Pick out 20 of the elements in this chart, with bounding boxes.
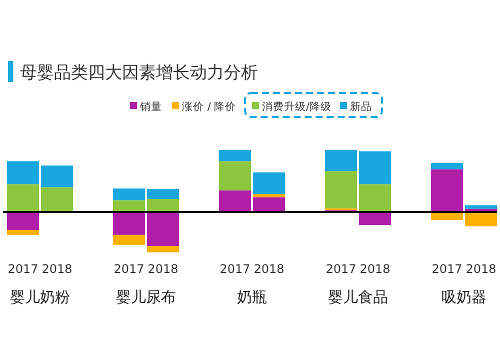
text: 婴儿奶粉 bbox=[10, 288, 70, 306]
x-tick-label: 2018 bbox=[148, 262, 178, 276]
chart-title: 母婴品类四大因素增长动力分析 bbox=[20, 63, 258, 83]
legend-label: 新品 bbox=[350, 100, 372, 113]
x-tick-label: 2017 bbox=[220, 262, 250, 276]
legend-label: 消费升级/降级 bbox=[262, 100, 332, 113]
legend-label: 涨价 / 降价 bbox=[182, 101, 236, 113]
x-tick-label: 2017 bbox=[114, 262, 144, 276]
text: 婴儿食品 bbox=[328, 288, 388, 306]
text: 吸奶器 bbox=[442, 288, 486, 306]
x-tick-label: 2018 bbox=[254, 262, 284, 276]
x-tick-label: 2017 bbox=[432, 262, 462, 276]
x-tick-label: 2018 bbox=[466, 262, 496, 276]
x-tick-label: 2018 bbox=[42, 262, 72, 276]
text: 婴儿尿布 bbox=[116, 288, 176, 306]
x-tick-label: 2017 bbox=[326, 262, 356, 276]
legend-label: 销量 bbox=[139, 101, 162, 113]
text: 奶瓶 bbox=[237, 288, 267, 306]
x-tick-label: 2017 bbox=[8, 262, 38, 276]
x-tick-label: 2018 bbox=[360, 262, 390, 276]
